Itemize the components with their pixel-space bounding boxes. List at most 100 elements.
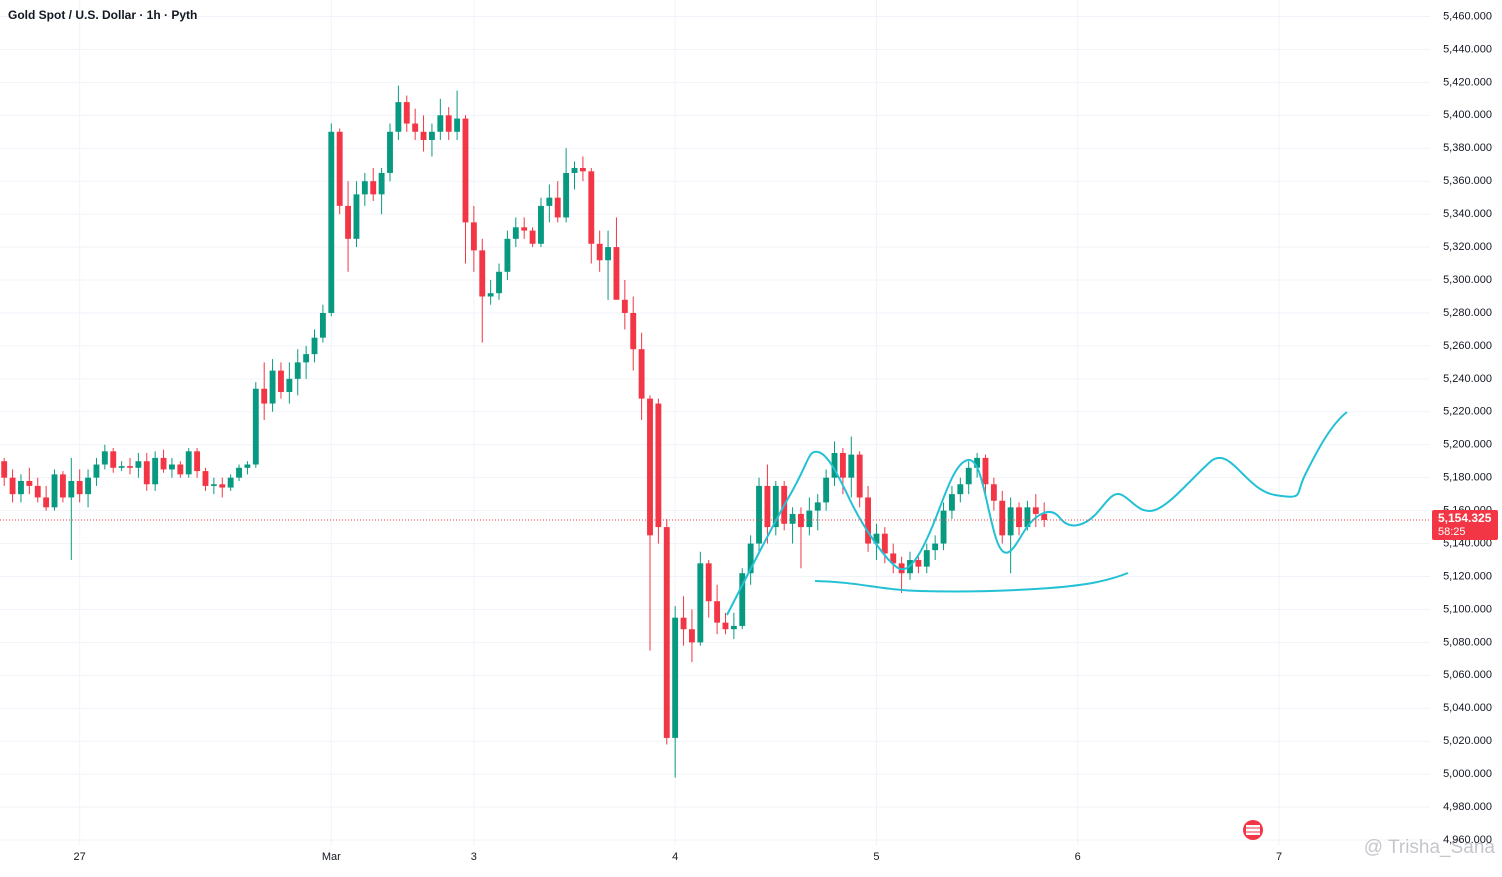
candle-body <box>806 510 813 528</box>
y-tick-label: 5,320.000 <box>1443 241 1492 253</box>
candle-body <box>395 102 402 132</box>
candle-body <box>470 222 477 251</box>
candle-body <box>303 354 310 363</box>
y-tick-label: 5,260.000 <box>1443 340 1492 352</box>
candle-body <box>697 563 704 643</box>
candle-body <box>59 474 66 498</box>
trend-drawing <box>726 411 1348 616</box>
candle-body <box>1024 507 1031 528</box>
candle-body <box>68 480 75 498</box>
candle-body <box>982 457 989 485</box>
candle-body <box>437 115 444 132</box>
candle-body <box>814 502 821 511</box>
candle-body <box>479 250 486 297</box>
candle-body <box>412 123 419 132</box>
candle-body <box>252 388 259 465</box>
candle-body <box>118 466 125 468</box>
candle-body <box>613 247 620 300</box>
candle-body <box>43 497 50 508</box>
candle-body <box>538 205 544 244</box>
y-tick-label: 5,440.000 <box>1443 43 1492 55</box>
candle-body <box>177 464 184 475</box>
candle-body <box>974 457 981 468</box>
candle-body <box>278 370 284 393</box>
candle-body <box>730 625 737 630</box>
candle-body <box>705 563 712 602</box>
candle-body <box>940 510 947 544</box>
candle-body <box>865 497 871 544</box>
candle-body <box>965 467 972 485</box>
flag-icon <box>1243 820 1263 840</box>
candle-body <box>588 171 595 244</box>
candle-body <box>655 403 662 528</box>
candle-body <box>764 485 771 528</box>
candle-body <box>932 543 939 551</box>
x-tick-label: 4 <box>672 851 678 863</box>
candle-body <box>621 299 628 313</box>
candle-body <box>454 118 461 132</box>
y-tick-label: 5,360.000 <box>1443 175 1492 187</box>
y-tick-label: 5,000.000 <box>1443 768 1492 780</box>
candle-body <box>152 457 159 485</box>
y-tick-label: 5,280.000 <box>1443 307 1492 319</box>
candle-body <box>403 102 410 124</box>
y-tick-label: 5,020.000 <box>1443 735 1492 747</box>
candle-body <box>848 454 855 478</box>
candle-body <box>9 477 16 495</box>
x-tick-label: 27 <box>74 851 86 863</box>
candle-body <box>798 513 804 528</box>
candle-body <box>672 617 679 738</box>
candle-body <box>194 451 201 472</box>
candle-body <box>873 533 880 544</box>
candle-body <box>546 197 553 206</box>
y-tick-label: 5,140.000 <box>1443 537 1492 549</box>
y-tick-label: 5,060.000 <box>1443 669 1492 681</box>
candle-body <box>370 181 377 195</box>
candle-body <box>789 513 796 524</box>
candle-body <box>579 168 586 172</box>
candle-body <box>529 230 536 244</box>
candle-body <box>378 172 385 195</box>
candle-body <box>1 461 8 478</box>
y-tick-label: 4,980.000 <box>1443 801 1492 813</box>
candle-body <box>856 454 863 498</box>
candle-body <box>596 243 603 261</box>
candle-body <box>135 461 142 468</box>
candle-body <box>722 622 729 630</box>
x-tick-label: 6 <box>1075 851 1081 863</box>
candle-body <box>1032 507 1039 514</box>
candle-body <box>521 227 528 231</box>
x-tick-label: 3 <box>471 851 477 863</box>
y-tick-label: 5,200.000 <box>1443 439 1492 451</box>
candle-body <box>353 194 360 239</box>
candle-body <box>496 271 502 294</box>
candle-body <box>739 573 746 626</box>
watermark: @ Trisha_Sana <box>1364 837 1496 858</box>
candle-body <box>890 553 897 564</box>
candle-body <box>294 362 301 379</box>
x-tick-label: Mar <box>322 851 341 863</box>
y-tick-label: 5,180.000 <box>1443 472 1492 484</box>
y-tick-label: 5,100.000 <box>1443 603 1492 615</box>
candle-body <box>1007 507 1014 536</box>
candle-body <box>269 370 276 404</box>
y-tick-label: 5,340.000 <box>1443 208 1492 220</box>
y-tick-label: 5,420.000 <box>1443 76 1492 88</box>
candle-body <box>949 494 955 511</box>
y-tick-label: 5,040.000 <box>1443 702 1492 714</box>
y-tick-label: 5,220.000 <box>1443 406 1492 418</box>
candle-body <box>127 466 133 468</box>
candle-body <box>202 471 209 486</box>
y-tick-label: 5,380.000 <box>1443 142 1492 154</box>
y-tick-label: 5,120.000 <box>1443 570 1492 582</box>
candle-body <box>714 601 721 623</box>
candle-body <box>76 480 83 495</box>
candle-body <box>747 543 754 574</box>
candle-body <box>487 293 494 297</box>
candle-body <box>219 484 226 488</box>
candle-body <box>831 452 838 478</box>
x-tick-label: 7 <box>1276 851 1282 863</box>
candle-body <box>881 533 888 554</box>
candle-body <box>689 629 695 643</box>
candle-body <box>261 388 268 404</box>
